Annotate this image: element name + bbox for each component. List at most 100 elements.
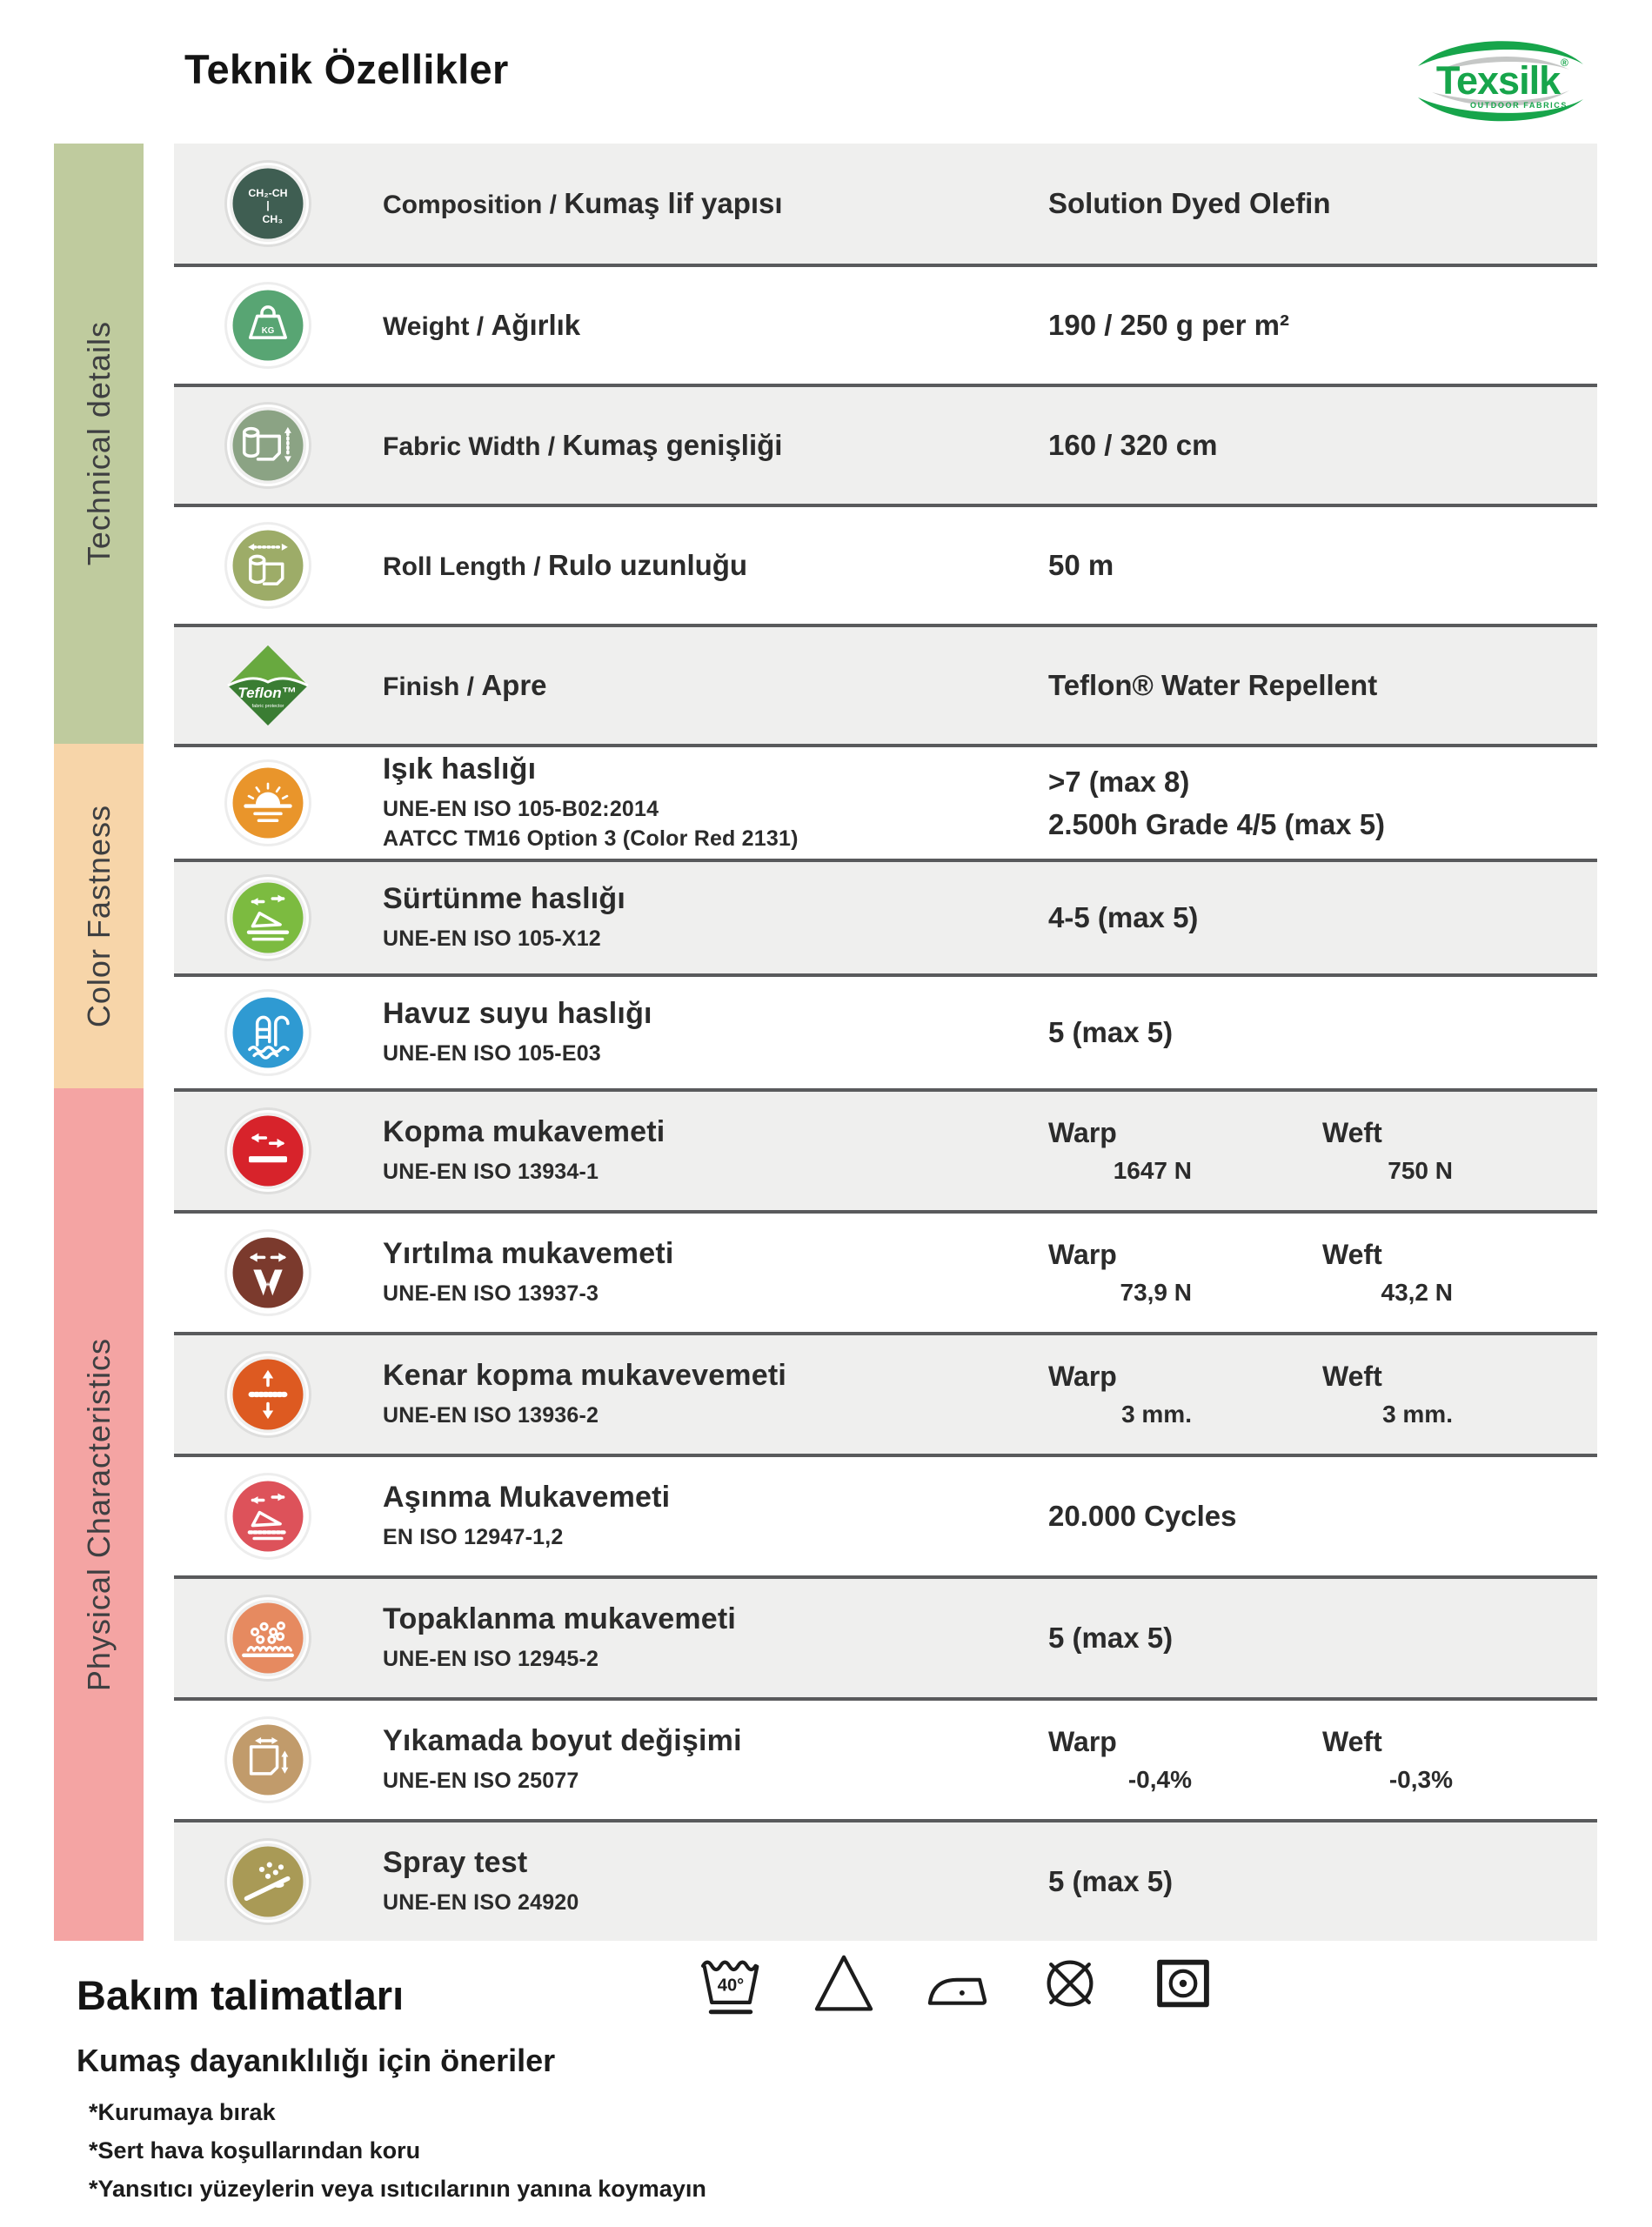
warp-value: 73,9 N (1120, 1279, 1193, 1306)
rubbing-fastness-icon (230, 879, 306, 956)
row-standard: UNE-EN ISO 24920 (383, 1889, 579, 1915)
sidebar-section-label: Physical Characteristics (80, 1337, 117, 1692)
weight-icon: KG (230, 287, 306, 364)
table-row: Fabric Width / Kumaş genişliği 160 / 320 … (174, 384, 1597, 504)
logo-registered-mark: ® (1561, 57, 1568, 69)
tumble-dry-icon (1157, 1959, 1209, 2008)
warp-value: -0,4% (1127, 1766, 1192, 1793)
row-value-line: 20.000 Cycles (1048, 1500, 1237, 1533)
care-symbols: 40° (694, 1947, 1220, 2020)
table-row: Havuz suyu haslığı UNE-EN ISO 105-E03 5 (m… (174, 973, 1597, 1088)
warp-value-block: Warp 73,9 N (1048, 1239, 1192, 1307)
svg-text:CH₂-CH: CH₂-CH (248, 187, 287, 199)
row-label-tr: Kumaş lif yapısı (564, 187, 783, 219)
row-value: 5 (max 5) (1048, 1011, 1173, 1054)
roll-length-icon (230, 527, 306, 604)
row-standard: UNE-EN ISO 105-X12 (383, 926, 601, 951)
row-value: 50 m (1048, 544, 1114, 587)
row-value: 20.000 Cycles (1048, 1495, 1237, 1538)
row-value-line: 4-5 (max 5) (1048, 901, 1199, 934)
warp-value-block: Warp 3 mm. (1048, 1361, 1192, 1428)
tensile-strength-icon (230, 1113, 306, 1189)
care-subtitle: Kumaş dayanıklılığı için öneriler (77, 2043, 556, 2078)
warp-label: Warp (1048, 1726, 1117, 1757)
row-value: 5 (max 5) (1048, 1860, 1173, 1903)
weft-value-block: Weft 43,2 N (1322, 1239, 1453, 1307)
row-label: Aşınma Mukavemeti EN ISO 12947-1,2 (383, 1481, 679, 1553)
sidebar-section: Physical Characteristics (54, 1088, 144, 1941)
row-label: Topaklanma mukavemeti UNE-EN ISO 12945-2 (383, 1602, 745, 1675)
row-value-line: 50 m (1048, 549, 1114, 582)
bleach-triangle-icon (814, 1955, 873, 2011)
svg-text:Teflon™: Teflon™ (237, 685, 296, 701)
iron-one-dot-icon (927, 1977, 987, 2005)
warp-value: 3 mm. (1121, 1401, 1192, 1428)
weft-label: Weft (1322, 1117, 1382, 1148)
light-fastness-icon (230, 765, 306, 841)
page-title: Teknik Özellikler (184, 46, 509, 92)
care-note: *Sert hava koşullarından koru (89, 2137, 421, 2163)
row-label: Weight / Ağırlık (383, 309, 589, 342)
row-value-line: >7 (max 8) (1048, 765, 1190, 798)
weft-label: Weft (1322, 1361, 1382, 1392)
row-label: Işık haslığı UNE-EN ISO 105-B02:2014 AATCC… (383, 752, 807, 854)
row-value: >7 (max 8) 2.500h Grade 4/5 (max 5) (1048, 760, 1385, 846)
row-standard: AATCC TM16 Option 3 (Color Red 2131) (383, 826, 799, 851)
weft-value: 3 mm. (1382, 1401, 1453, 1428)
row-title: Aşınma Mukavemeti (383, 1480, 671, 1514)
row-label: Roll Length / Rulo uzunluğu (383, 549, 756, 582)
row-value-line: 160 / 320 cm (1048, 429, 1218, 462)
row-value: Solution Dyed Olefin (1048, 182, 1331, 225)
wash-temp-label: 40° (718, 1976, 744, 1995)
row-label-tr: Ağırlık (491, 309, 581, 341)
pilling-icon (230, 1600, 306, 1676)
table-row: Teflon™ fabric protector Finish / Apre Tef… (174, 624, 1597, 744)
logo-name: Texsilk (1436, 58, 1562, 103)
warp-label: Warp (1048, 1361, 1117, 1392)
care-title: Bakım talimatları (77, 1972, 405, 2018)
row-value-line: 5 (max 5) (1048, 1016, 1174, 1049)
table-row: Topaklanma mukavemeti UNE-EN ISO 12945-2 5… (174, 1575, 1597, 1697)
row-value-line: 5 (max 5) (1048, 1622, 1174, 1655)
row-title: Topaklanma mukavemeti (383, 1602, 737, 1635)
wash-40-icon: 40° (700, 1960, 759, 2015)
spray-test-icon (230, 1843, 306, 1920)
row-standard: EN ISO 12947-1,2 (383, 1524, 564, 1549)
seam-slippage-icon (230, 1356, 306, 1433)
table-row: Işık haslığı UNE-EN ISO 105-B02:2014 AATCC… (174, 744, 1597, 859)
weft-value: -0,3% (1388, 1766, 1453, 1793)
teflon-icon: Teflon™ fabric protector (224, 642, 311, 729)
warp-label: Warp (1048, 1239, 1117, 1270)
row-value: 190 / 250 g per m² (1048, 304, 1289, 347)
row-value: Teflon® Water Repellent (1048, 664, 1377, 707)
row-label: Fabric Width / Kumaş genişliği (383, 429, 791, 462)
row-value: 5 (max 5) (1048, 1616, 1173, 1660)
row-label: Havuz suyu haslığı UNE-EN ISO 105-E03 (383, 997, 661, 1069)
row-title: Sürtünme haslığı (383, 881, 626, 915)
row-standard: UNE-EN ISO 105-E03 (383, 1040, 601, 1066)
abrasion-icon (230, 1478, 306, 1555)
row-label: Kopma mukavemeti UNE-EN ISO 13934-1 (383, 1115, 673, 1187)
table-row: Yırtılma mukavemeti UNE-EN ISO 13937-3 War… (174, 1210, 1597, 1332)
row-title: Kenar kopma mukavevemeti (383, 1358, 787, 1392)
table-row: Roll Length / Rulo uzunluğu 50 m (174, 504, 1597, 624)
row-label-en: Finish / (383, 672, 482, 701)
row-value: 4-5 (max 5) (1048, 896, 1198, 940)
row-label-en: Fabric Width / (383, 432, 563, 461)
warp-label: Warp (1048, 1117, 1117, 1148)
row-label: Finish / Apre (383, 669, 556, 702)
shrinkage-icon (230, 1722, 306, 1798)
sidebar-section: Technical details (54, 144, 144, 744)
tear-strength-icon (230, 1234, 306, 1311)
care-notes: *Kurumaya bırak *Sert hava koşullarından… (89, 2099, 706, 2214)
row-value-line: 5 (max 5) (1048, 1865, 1174, 1898)
weft-value-block: Weft 750 N (1322, 1117, 1453, 1185)
table-row: Kopma mukavemeti UNE-EN ISO 13934-1 Warp 16… (174, 1088, 1597, 1210)
warp-value-block: Warp 1647 N (1048, 1117, 1192, 1185)
svg-text:fabric protector: fabric protector (252, 704, 284, 709)
logo-tagline: OUTDOOR FABRICS (1470, 101, 1568, 110)
row-value-line: 190 / 250 g per m² (1048, 309, 1289, 342)
row-label: Kenar kopma mukavevemeti UNE-EN ISO 13936… (383, 1359, 795, 1431)
table-row: Aşınma Mukavemeti EN ISO 12947-1,2 20.000 … (174, 1454, 1597, 1575)
